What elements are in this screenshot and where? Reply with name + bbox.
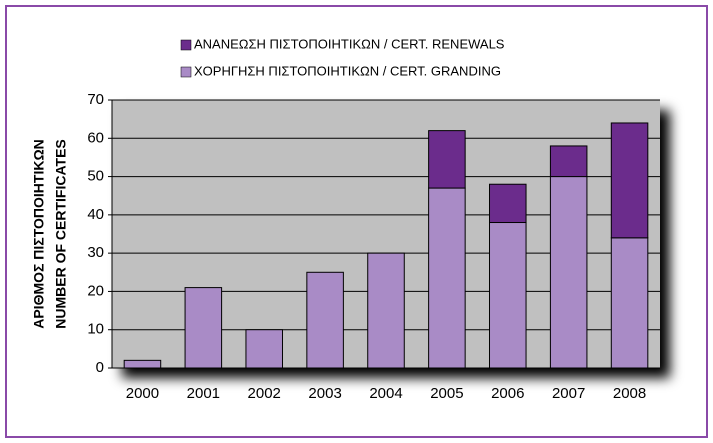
bar-segment xyxy=(123,359,162,369)
y-axis-label-line: ΑΡΙΘΜΟΣ ΠΙΣΤΟΠΟΙΗΤΙΚΩΝ xyxy=(31,139,47,329)
bar-segment xyxy=(610,237,649,369)
y-tick-label: 10 xyxy=(87,321,104,338)
legend-label: ΧΟΡΗΓΗΣΗ ΠΙΣΤΟΠΟΙΗΤΙΚΩΝ / CERT. GRANDING xyxy=(194,63,501,78)
y-axis-label-line: NUMBER OF CERTIFICATES xyxy=(53,139,69,329)
bar-segment xyxy=(549,176,588,369)
y-tick-label: 20 xyxy=(87,282,104,299)
bar-segment xyxy=(610,122,649,239)
bar-segment xyxy=(549,145,588,178)
x-tick-label: 2001 xyxy=(187,385,220,402)
y-tick-label: 50 xyxy=(87,168,104,185)
x-tick-label: 2008 xyxy=(613,385,646,402)
y-axis-label: ΑΡΙΘΜΟΣ ΠΙΣΤΟΠΟΙΗΤΙΚΩΝ NUMBER OF CERTIFIC… xyxy=(31,139,69,329)
y-tick-label: 70 xyxy=(87,91,104,108)
x-tick-label: 2005 xyxy=(430,385,463,402)
x-tick-label: 2007 xyxy=(552,385,585,402)
x-tick-label: 2004 xyxy=(369,385,402,402)
y-tick-label: 0 xyxy=(96,359,104,376)
bar-segment xyxy=(306,271,344,369)
y-tick-label: 30 xyxy=(87,244,104,261)
legend-swatch xyxy=(180,66,192,78)
legend-swatch xyxy=(180,39,192,51)
y-tick-label: 40 xyxy=(87,206,104,223)
bar-segment xyxy=(245,329,283,369)
x-tick-label: 2002 xyxy=(248,385,281,402)
bar-segment xyxy=(428,187,466,369)
bar-segment xyxy=(367,252,405,369)
x-tick-label: 2003 xyxy=(308,385,341,402)
y-tick-label: 60 xyxy=(87,129,104,146)
legend-label: ΑΝΑΝΕΩΣΗ ΠΙΣΤΟΠΟΙΗΤΙΚΩΝ / CERT. RENEWALS xyxy=(194,36,505,51)
x-tick-label: 2000 xyxy=(126,385,159,402)
x-tick-label: 2006 xyxy=(491,385,524,402)
bar-segment xyxy=(184,287,223,369)
bar-segment xyxy=(489,222,527,369)
bar-segment xyxy=(489,183,527,224)
bar-segment xyxy=(428,130,466,189)
